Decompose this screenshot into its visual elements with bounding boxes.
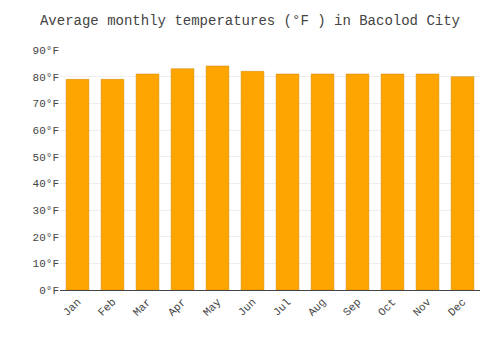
svg-text:Sep: Sep bbox=[341, 296, 363, 318]
svg-text:80°F: 80°F bbox=[33, 72, 59, 84]
svg-text:40°F: 40°F bbox=[33, 178, 59, 190]
svg-text:50°F: 50°F bbox=[33, 152, 59, 164]
svg-text:Jan: Jan bbox=[61, 296, 83, 318]
svg-text:10°F: 10°F bbox=[33, 258, 59, 270]
svg-text:Jul: Jul bbox=[271, 296, 293, 318]
svg-text:Aug: Aug bbox=[306, 296, 328, 318]
svg-text:Apr: Apr bbox=[166, 296, 188, 318]
svg-text:Dec: Dec bbox=[446, 296, 468, 318]
svg-text:0°F: 0°F bbox=[39, 285, 59, 297]
svg-text:Mar: Mar bbox=[131, 296, 153, 318]
svg-text:May: May bbox=[201, 296, 224, 319]
svg-text:Jun: Jun bbox=[236, 296, 258, 318]
svg-text:70°F: 70°F bbox=[33, 98, 59, 110]
svg-text:60°F: 60°F bbox=[33, 125, 59, 137]
svg-text:Nov: Nov bbox=[411, 296, 434, 319]
svg-text:30°F: 30°F bbox=[33, 205, 59, 217]
svg-text:Oct: Oct bbox=[376, 296, 398, 318]
svg-text:20°F: 20°F bbox=[33, 232, 59, 244]
svg-text:Feb: Feb bbox=[96, 296, 118, 318]
svg-text:Average monthly temperatures (: Average monthly temperatures (°F ) in Ba… bbox=[40, 13, 460, 29]
svg-text:90°F: 90°F bbox=[33, 45, 59, 57]
